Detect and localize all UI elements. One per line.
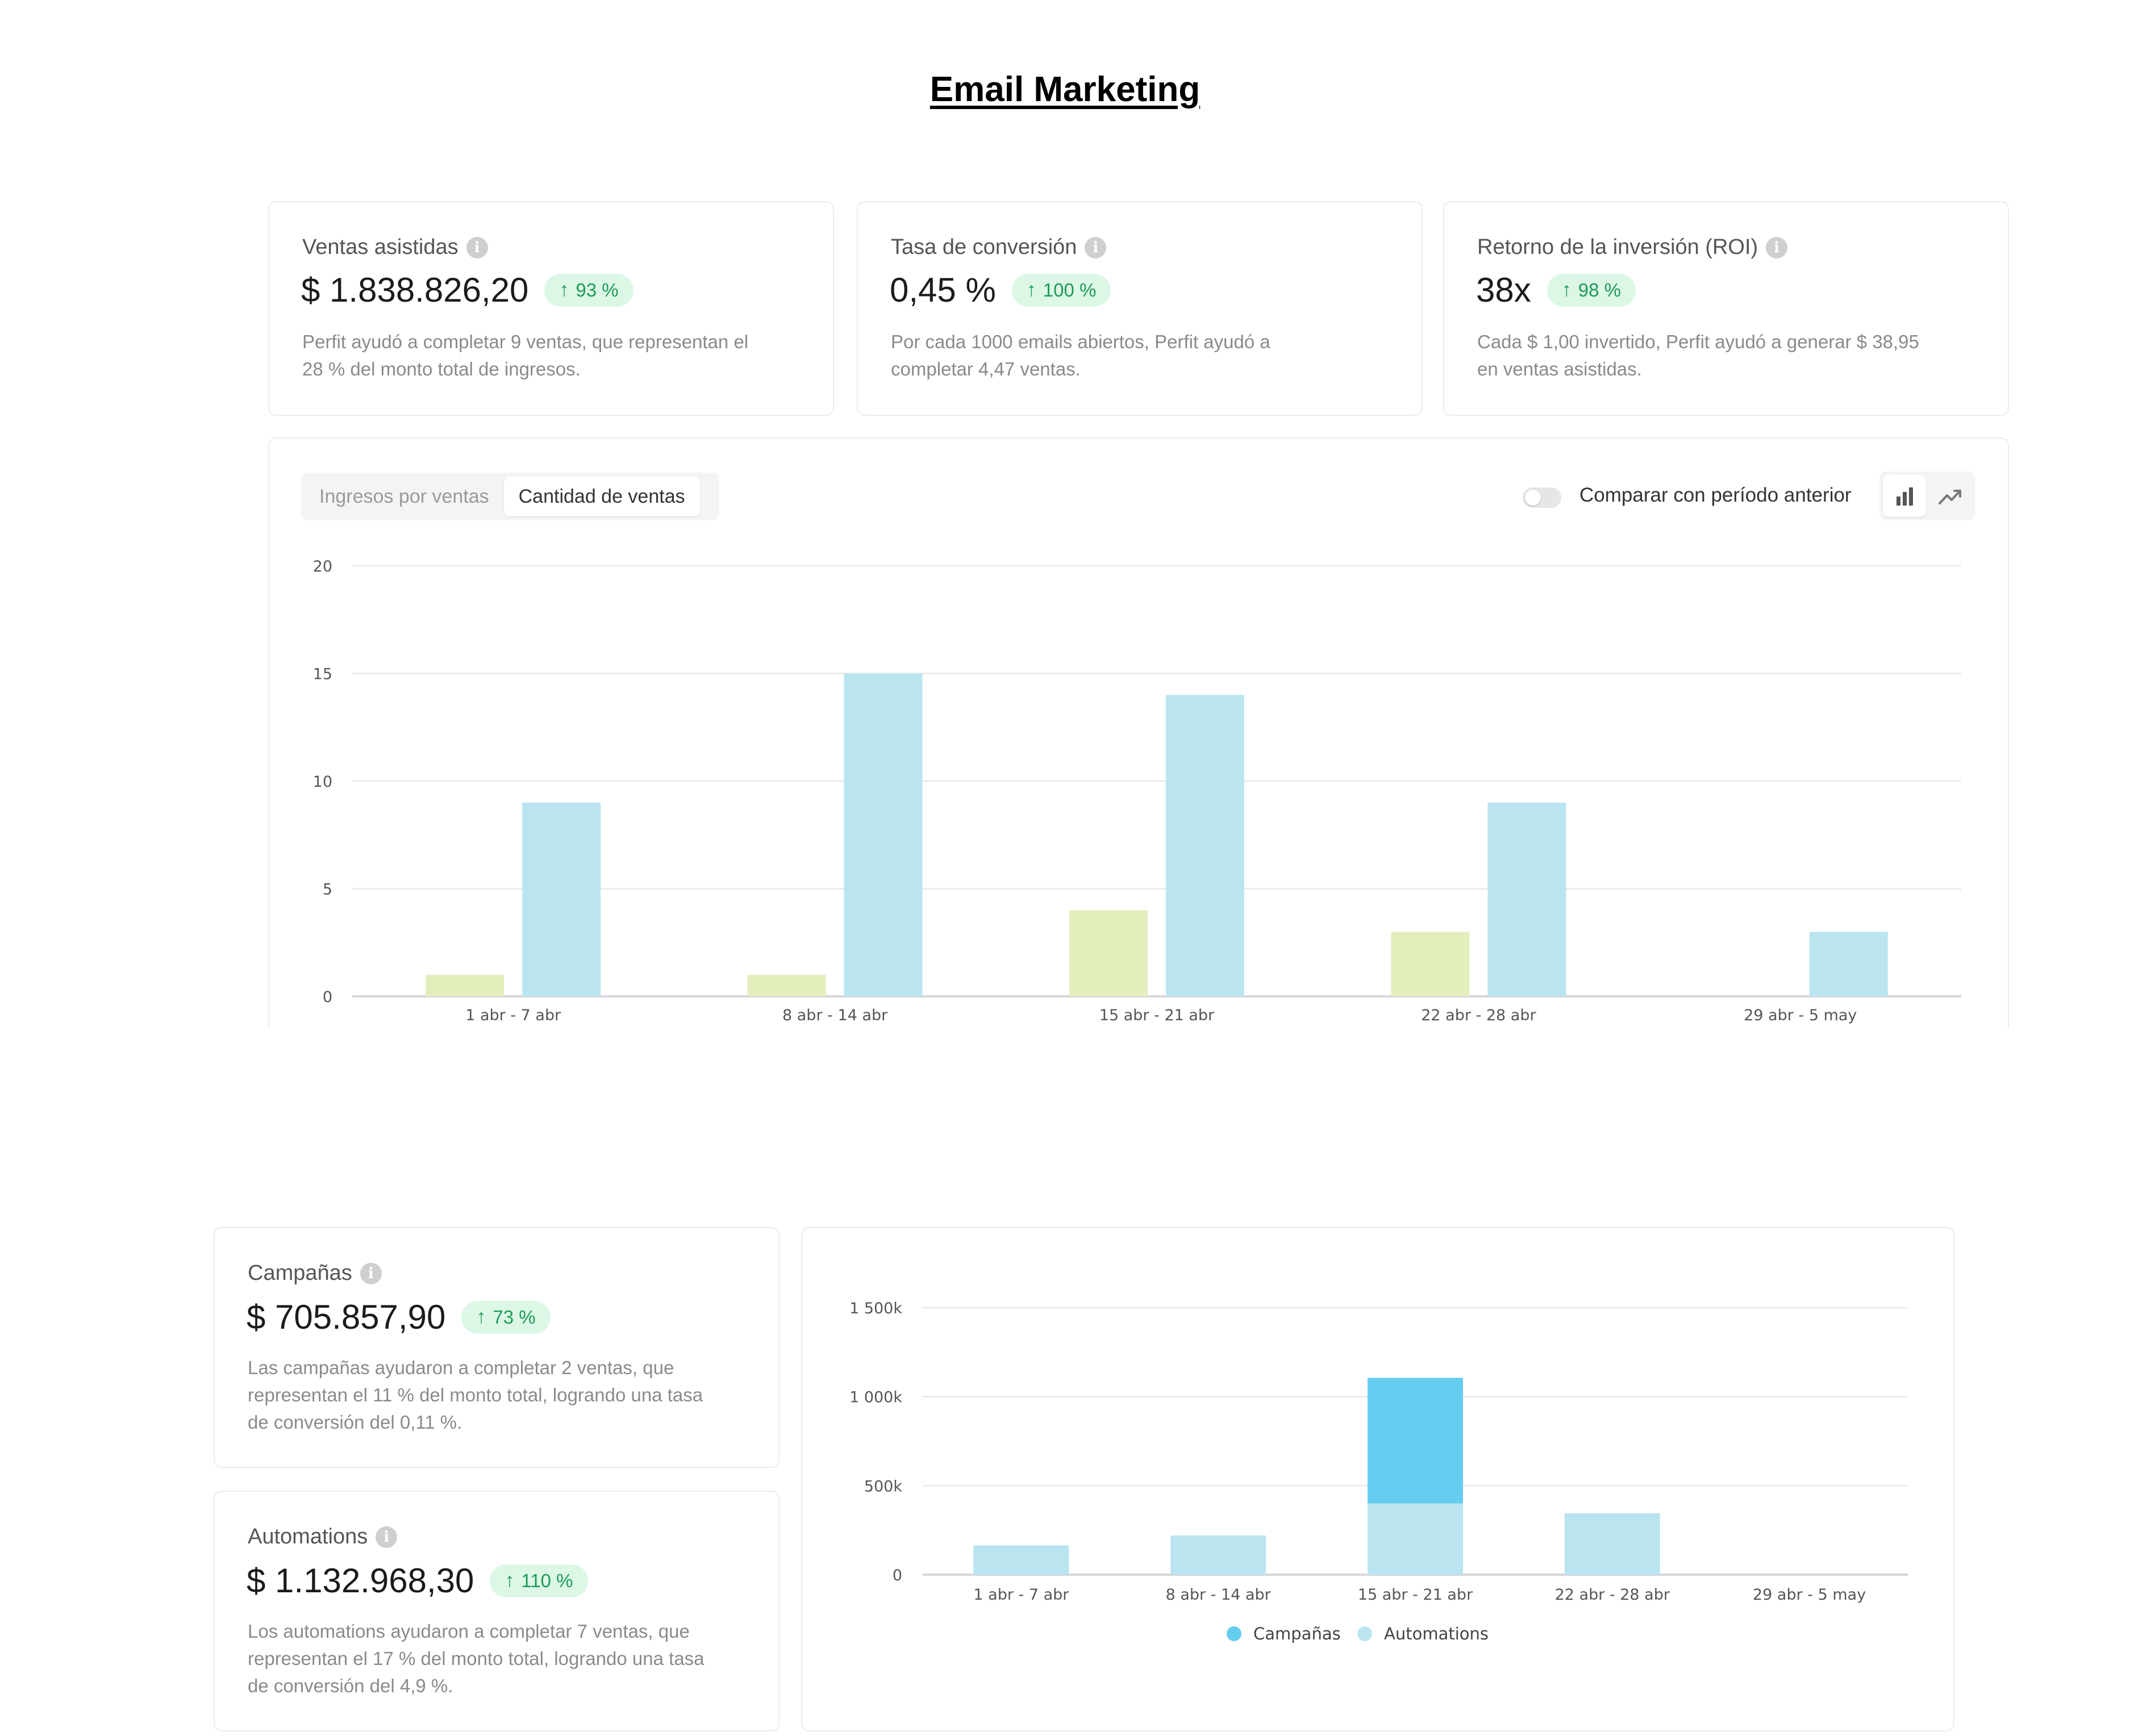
bar [1170, 1535, 1266, 1575]
x-tick-label: 22 abr - 28 abr [1555, 1586, 1670, 1604]
bar [1069, 910, 1148, 996]
kpi-card-roi: Retorno de la inversión (ROI) i 38x ↑ 98 % … [1443, 201, 2009, 416]
line-view-button[interactable] [1928, 475, 1971, 517]
tab-ingresos-por-ventas[interactable]: Ingresos por ventas [319, 486, 489, 507]
legend-label: Automations [1384, 1624, 1489, 1643]
y-tick-label: 10 [313, 773, 332, 791]
bar-chart-icon [1896, 487, 1913, 506]
kpi-label: Tasa de conversión i [891, 235, 1107, 260]
view-switch [1879, 471, 1975, 520]
breakdown-card-automations: Automations i $ 1.132.968,30 ↑ 110 % Los au… [214, 1491, 780, 1731]
breakdown-value: $ 1.132.968,30 ↑ 110 % [247, 1561, 588, 1600]
bar [844, 673, 923, 996]
breakdown-description: Las campañas ayudaron a completar 2 vent… [248, 1357, 703, 1433]
arrow-up-icon: ↑ [1561, 279, 1572, 301]
legend-swatch [1357, 1626, 1372, 1641]
x-tick-label: 29 abr - 5 may [1753, 1586, 1866, 1604]
change-badge: ↑ 98 % [1547, 273, 1636, 307]
kpi-value: 0,45 % ↑ 100 % [890, 270, 1111, 310]
x-tick-label: 29 abr - 5 may [1744, 1007, 1857, 1024]
y-tick-label: 20 [313, 558, 332, 575]
compare-toggle[interactable] [1523, 487, 1561, 508]
arrow-up-icon: ↑ [505, 1570, 515, 1591]
x-tick-label: 1 abr - 7 abr [465, 1007, 561, 1024]
breakdown-label: Campañas i [248, 1261, 382, 1286]
change-badge: ↑ 73 % [461, 1300, 551, 1334]
metric-tab-group: Ingresos por ventas Cantidad de ventas [301, 473, 719, 520]
y-tick-label: 5 [323, 881, 332, 899]
bar [1809, 932, 1888, 996]
kpi-value: 38x ↑ 98 % [1476, 270, 1636, 310]
breakdown-value: $ 705.857,90 ↑ 73 % [247, 1297, 551, 1337]
info-icon[interactable]: i [466, 236, 488, 258]
info-icon[interactable]: i [360, 1262, 382, 1284]
sales-bar-chart: 0 5 10 15 20 1 abr - 7 abr 8 abr - 14 abr 15 ab… [313, 558, 1961, 1024]
compare-label: Comparar con período anterior [1579, 484, 1852, 506]
x-tick-label: 8 abr - 14 abr [782, 1007, 888, 1024]
change-badge: ↑ 110 % [490, 1564, 588, 1597]
legend-swatch [1227, 1626, 1241, 1641]
breakdown-card-campanas: Campañas i $ 705.857,90 ↑ 73 % Las campañas… [214, 1227, 780, 1468]
change-badge: ↑ 93 % [544, 273, 633, 307]
bar [1487, 802, 1566, 996]
kpi-value: $ 1.838.826,20 ↑ 93 % [301, 270, 633, 310]
bar [973, 1545, 1069, 1575]
bar [1564, 1513, 1660, 1575]
breakdown-description: Los automations ayudaron a completar 7 v… [248, 1621, 705, 1696]
bar [522, 802, 601, 996]
x-tick-label: 8 abr - 14 abr [1166, 1586, 1272, 1604]
x-tick-label: 22 abr - 28 abr [1421, 1007, 1536, 1024]
y-tick-label: 1 500k [849, 1300, 902, 1317]
kpi-card-tasa-conversion: Tasa de conversión i 0,45 % ↑ 100 % Por cad… [857, 201, 1423, 416]
y-tick-label: 15 [313, 666, 332, 683]
bar [747, 975, 826, 996]
x-tick-label: 15 abr - 21 abr [1099, 1007, 1215, 1024]
breakdown-label: Automations i [248, 1525, 398, 1549]
bar [426, 975, 505, 996]
x-tick-label: 15 abr - 21 abr [1358, 1586, 1473, 1604]
bar [1368, 1378, 1463, 1504]
kpi-label: Ventas asistidas i [302, 235, 488, 260]
kpi-description: Perfit ayudó a completar 9 ventas, que r… [302, 331, 749, 379]
arrow-up-icon: ↑ [476, 1306, 486, 1328]
trend-line-icon [1939, 490, 1961, 504]
x-tick-label: 1 abr - 7 abr [973, 1586, 1069, 1604]
kpi-description: Cada $ 1,00 invertido, Perfit ayudó a ge… [1477, 331, 1919, 379]
tab-cantidad-de-ventas[interactable]: Cantidad de ventas [503, 477, 700, 516]
arrow-up-icon: ↑ [1026, 279, 1036, 301]
kpi-description: Por cada 1000 emails abiertos, Perfit ay… [891, 331, 1270, 379]
info-icon[interactable]: i [1085, 236, 1107, 258]
y-tick-label: 0 [893, 1567, 902, 1584]
info-icon[interactable]: i [376, 1526, 398, 1548]
info-icon[interactable]: i [1766, 236, 1788, 258]
legend-label: Campañas [1253, 1624, 1341, 1643]
page-title: Email Marketing [929, 70, 1201, 109]
bar [1368, 1503, 1463, 1575]
bar [1166, 695, 1244, 996]
bar-view-button[interactable] [1883, 475, 1926, 517]
change-badge: ↑ 100 % [1011, 273, 1111, 307]
arrow-up-icon: ↑ [559, 279, 569, 301]
y-tick-label: 500k [864, 1478, 903, 1495]
y-tick-label: 1 000k [849, 1389, 902, 1407]
kpi-card-ventas-asistidas: Ventas asistidas i $ 1.838.826,20 ↑ 93 % Pe… [268, 201, 834, 416]
bar [1391, 932, 1470, 996]
y-tick-label: 0 [323, 988, 332, 1006]
kpi-label: Retorno de la inversión (ROI) i [1477, 235, 1788, 260]
